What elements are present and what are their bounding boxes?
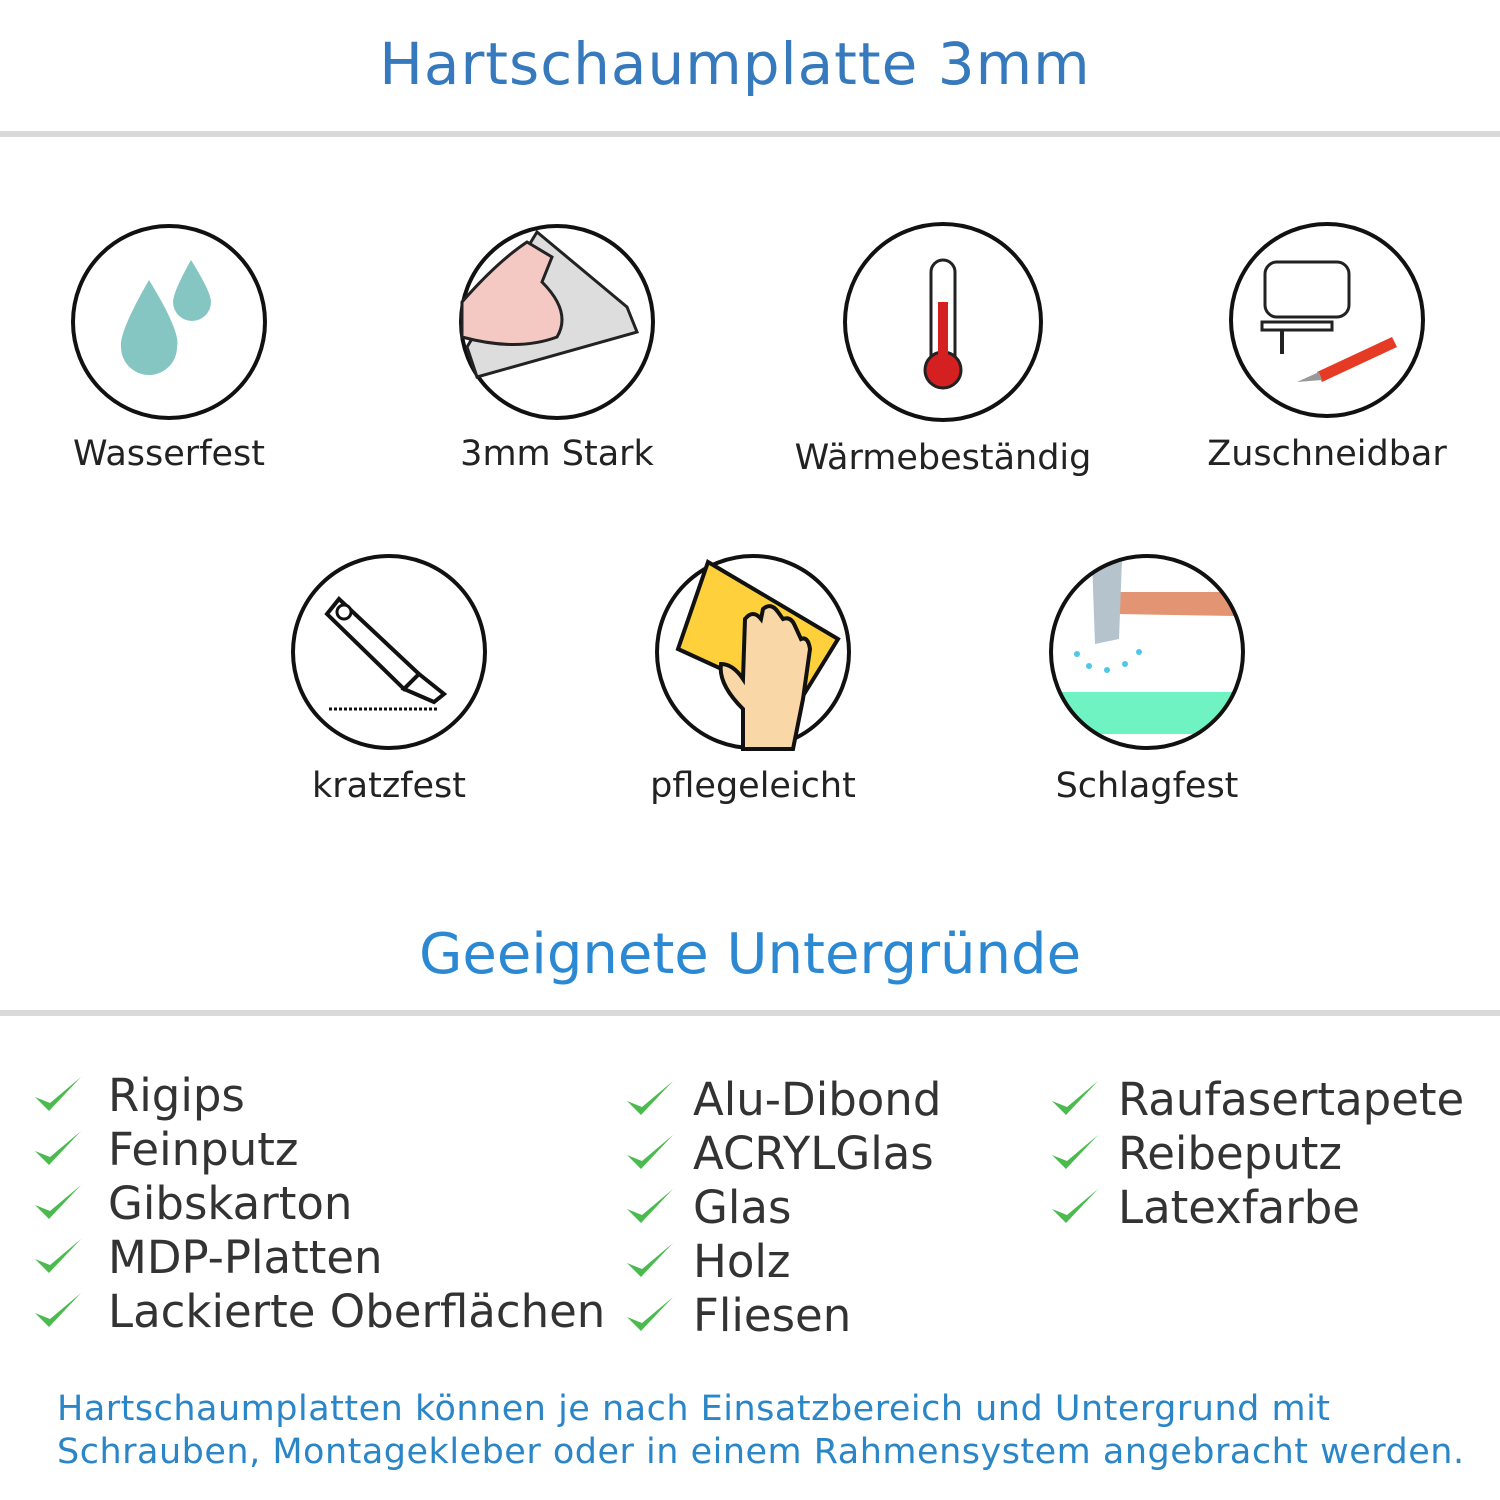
check-icon [627,1189,673,1223]
check-icon [35,1239,81,1273]
divider [0,131,1500,137]
cutter-knife-icon [291,554,487,750]
feature-wasserfest: Wasserfest [9,222,329,474]
list-item: Feinputz [33,1122,605,1176]
check-icon [1052,1081,1098,1115]
list-item: Holz [625,1234,941,1288]
check-icon [1052,1189,1098,1223]
check-icon [627,1135,673,1169]
list-item: ACRYLGlas [625,1126,941,1180]
water-drops-icon [71,224,267,420]
wiping-hand-icon [655,554,851,751]
surfaces-column-1: Rigips Feinputz Gibskarton MDP-Platten L… [33,1068,605,1338]
divider [0,1010,1500,1016]
check-icon [627,1243,673,1277]
check-icon [35,1185,81,1219]
check-icon [627,1081,673,1115]
list-item: MDP-Platten [33,1230,605,1284]
check-icon [35,1293,81,1327]
strong-arm-icon [459,224,655,420]
feature-schlagfest: Schlagfest [987,554,1307,806]
feature-pflegeleicht: pflegeleicht [593,554,913,806]
list-item: Latexfarbe [1050,1180,1464,1234]
list-item: Rigips [33,1068,605,1122]
feature-zuschneidbar: Zuschneidbar [1167,222,1487,474]
list-item: Gibskarton [33,1176,605,1230]
list-item: Fliesen [625,1288,941,1342]
surfaces-column-3: Raufasertapete Reibeputz Latexfarbe [1050,1072,1464,1234]
hammer-icon [1049,554,1245,750]
mounting-note: Hartschaumplatten können je nach Einsatz… [57,1389,1465,1472]
jigsaw-knife-icon [1229,222,1425,418]
surfaces-column-2: Alu-Dibond ACRYLGlas Glas Holz Fliesen [625,1072,941,1342]
check-icon [35,1131,81,1165]
list-item: Alu-Dibond [625,1072,941,1126]
check-icon [627,1297,673,1331]
thermometer-icon [843,222,1043,422]
check-icon [1052,1135,1098,1169]
surfaces-heading: Geeignete Untergründe [418,922,1082,987]
check-icon [35,1077,81,1111]
list-item: Lackierte Oberflächen [33,1284,605,1338]
feature-3mm-stark: 3mm Stark [397,222,717,474]
feature-kratzfest: kratzfest [229,554,549,806]
feature-waermebestaendig: Wärmebeständig [783,222,1103,478]
list-item: Reibeputz [1050,1126,1464,1180]
list-item: Glas [625,1180,941,1234]
page-title: Hartschaumplatte 3mm [379,30,1091,98]
list-item: Raufasertapete [1050,1072,1464,1126]
